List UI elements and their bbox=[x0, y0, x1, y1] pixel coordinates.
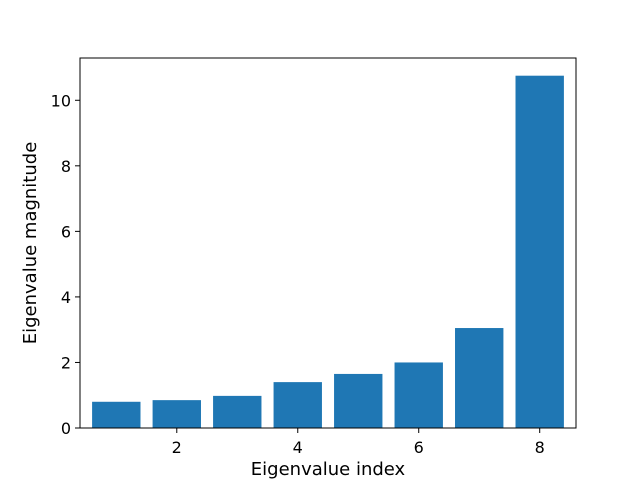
x-axis-ticks: 2 4 6 8 bbox=[172, 428, 545, 457]
y-tick-label: 10 bbox=[51, 91, 71, 110]
y-tick-label: 8 bbox=[61, 157, 71, 176]
bar-6 bbox=[394, 362, 443, 428]
y-tick-label: 4 bbox=[61, 288, 71, 307]
y-axis-ticks: 0 2 4 6 8 10 bbox=[51, 91, 80, 438]
bar-4 bbox=[273, 382, 322, 428]
bar-3 bbox=[213, 395, 262, 428]
y-axis-label: Eigenvalue magnitude bbox=[20, 142, 41, 345]
x-tick-label: 4 bbox=[293, 438, 303, 457]
bar-5 bbox=[334, 373, 383, 428]
bar-7 bbox=[455, 328, 504, 428]
x-tick-label: 2 bbox=[172, 438, 182, 457]
y-tick-label: 0 bbox=[61, 419, 71, 438]
plot-frame bbox=[79, 57, 577, 429]
y-tick-label: 6 bbox=[61, 222, 71, 241]
bar-2 bbox=[152, 400, 201, 428]
bar-1 bbox=[92, 401, 141, 428]
bars-group bbox=[92, 75, 564, 428]
y-tick-label: 2 bbox=[61, 353, 71, 372]
bar-8 bbox=[515, 75, 564, 428]
x-axis-label: Eigenvalue index bbox=[251, 459, 406, 480]
x-tick-label: 6 bbox=[414, 438, 424, 457]
x-tick-label: 8 bbox=[535, 438, 545, 457]
